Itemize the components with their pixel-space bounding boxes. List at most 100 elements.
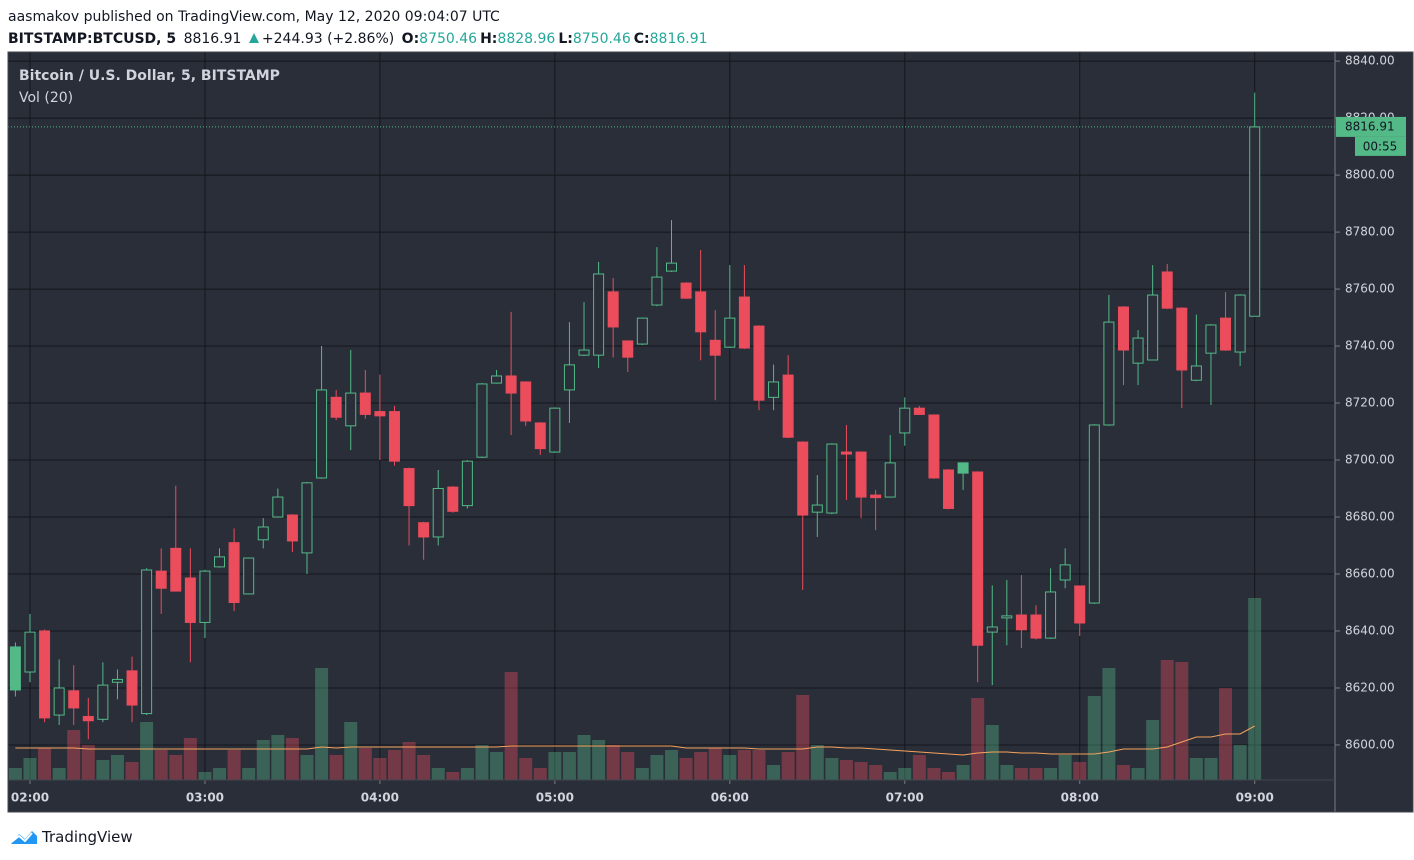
x-tick-label: 04:00 (361, 791, 399, 805)
candle-body (1030, 614, 1042, 639)
countdown-box (1355, 136, 1406, 156)
candle-body (199, 570, 211, 623)
volume-bar (154, 750, 168, 780)
plot-background (8, 52, 1335, 780)
candle-body (301, 482, 313, 554)
volume-bar (475, 745, 489, 780)
candle-body (82, 715, 94, 722)
x-tick-label: 02:00 (11, 791, 49, 805)
volume-ma-line (15, 725, 1255, 756)
candle-body (53, 687, 65, 716)
candle-body (607, 291, 619, 328)
volume-bar (1175, 662, 1189, 780)
volume-bar (183, 738, 197, 780)
up-arrow (248, 33, 259, 43)
volume-label: Vol (20) (19, 90, 73, 106)
candle-body (184, 577, 196, 623)
candle-body (1161, 271, 1173, 309)
volume-bar (723, 755, 737, 780)
candle-body (97, 684, 109, 720)
candle-body (214, 556, 226, 568)
volume-bar (1116, 765, 1130, 780)
candle-body (345, 392, 357, 427)
candle-body (461, 460, 473, 507)
candle-body (1117, 306, 1129, 351)
candle-body (9, 646, 21, 691)
volume-bar (1029, 768, 1043, 780)
volume-bar (767, 765, 781, 780)
last-price: 8816.91 (183, 31, 242, 47)
change: +244.93 (+2.86%) (261, 31, 395, 47)
volume-bar (1044, 768, 1058, 780)
volume-bar (1248, 598, 1262, 780)
volume-bar (1102, 668, 1116, 780)
volume-bar (125, 762, 139, 780)
ohlc: O:8750.46 H:8828.96 L:8750.46 C:8816.91 (402, 31, 711, 47)
candle-body (476, 383, 488, 458)
y-tick-label: 8660.00 (1345, 566, 1395, 580)
volume-bar (781, 752, 795, 780)
ohlc-label: L: (558, 31, 573, 47)
volume-bar (956, 765, 970, 780)
volume-bar (621, 752, 635, 780)
volume-bar (737, 750, 751, 780)
last-price-label: 8816.91 (1345, 119, 1395, 133)
candle-body (943, 469, 955, 509)
volume-bar (577, 735, 591, 780)
volume-bar (417, 755, 431, 780)
candle-body (505, 375, 517, 394)
candle-body (126, 670, 138, 706)
volume-bar (402, 742, 416, 780)
symbol-line: BITSTAMP:BTCUSD, 5 8816.91 +244.93 (+2.8… (8, 28, 714, 50)
candle-body (520, 381, 532, 422)
candle-body (1001, 615, 1013, 619)
volume-bar (198, 772, 212, 780)
candle-body (593, 273, 605, 356)
volume-bar (927, 768, 941, 780)
candle-body (316, 389, 328, 479)
volume-bar (256, 740, 270, 780)
candle-body (928, 414, 940, 479)
candle-body (330, 396, 342, 418)
price-axis-background (1335, 52, 1413, 812)
candle-body (534, 422, 546, 450)
candle-body (986, 626, 998, 633)
volume-bar (140, 722, 154, 780)
volume-bar (504, 672, 518, 780)
volume-bar (344, 722, 358, 780)
time-axis-background (8, 780, 1335, 812)
volume-bar (1073, 762, 1087, 780)
ohlc-value: 8828.96 (497, 31, 556, 47)
volume-bar (694, 752, 708, 780)
volume-bar (67, 730, 81, 780)
volume-bar (271, 735, 285, 780)
candle-body (563, 364, 575, 391)
candle-body (257, 526, 269, 541)
volume-bar (460, 768, 474, 780)
last-price-box (1336, 116, 1406, 137)
candle-body (884, 462, 896, 498)
volume-bar (898, 768, 912, 780)
footer: TradingView (8, 826, 133, 848)
candle-body (388, 411, 400, 462)
candle-body (432, 488, 444, 538)
volume-bar (387, 750, 401, 780)
candle-body (1088, 424, 1100, 604)
candle-body (1132, 337, 1144, 364)
candle-body (680, 282, 692, 299)
volume-bar (300, 755, 314, 780)
y-tick-label: 8680.00 (1345, 510, 1395, 524)
candle-body (155, 570, 167, 589)
volume-bar (665, 750, 678, 780)
y-tick-label: 8620.00 (1345, 680, 1395, 694)
volume-bar (796, 695, 810, 780)
candle-body (1015, 614, 1027, 631)
y-tick-label: 8840.00 (1345, 54, 1395, 68)
candle-body (738, 296, 750, 349)
candle-body (622, 340, 634, 358)
candle-body (972, 471, 984, 646)
y-tick-label: 8740.00 (1345, 339, 1395, 353)
candle-body (811, 504, 823, 513)
